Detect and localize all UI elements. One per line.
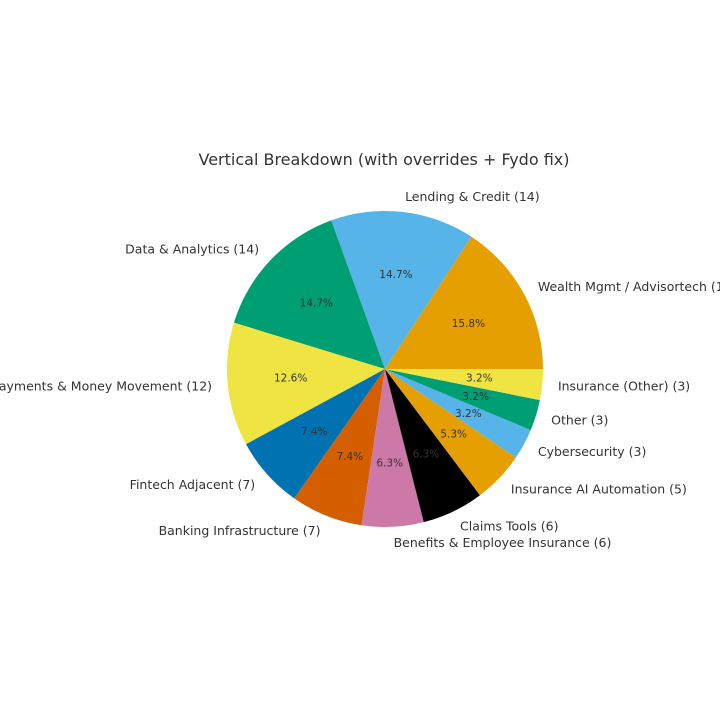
pie-slice <box>227 322 385 445</box>
pie-slice <box>385 369 531 458</box>
slice-category-label: Wealth Mgmt / Advisortech (15) <box>538 279 720 294</box>
slice-category-label: Insurance AI Automation (5) <box>511 481 687 496</box>
pie-slice <box>385 369 516 496</box>
pie-slice-labels: Wealth Mgmt / Advisortech (15) Lending & … <box>0 189 720 550</box>
slice-percent-label: 14.7% <box>300 298 333 310</box>
slice-category-label: Cybersecurity (3) <box>538 444 646 459</box>
slice-percent-label: 12.6% <box>274 372 307 384</box>
pie-slice <box>385 236 543 369</box>
pie-slices <box>227 211 543 527</box>
slice-percent-label: 6.3% <box>413 449 440 461</box>
pie-slice <box>361 369 424 527</box>
slice-category-label: Fintech Adjacent (7) <box>130 477 256 492</box>
pie-slice <box>385 369 540 431</box>
pie-slice <box>385 369 543 401</box>
pie-slice <box>246 369 385 499</box>
slice-category-label: Claims Tools (6) <box>460 518 558 533</box>
slice-percent-label: 3.2% <box>466 372 493 384</box>
slice-percent-label: 6.3% <box>376 458 403 470</box>
slice-category-label: Lending & Credit (14) <box>405 189 540 204</box>
pie-slice <box>294 369 385 526</box>
slice-category-label: Data & Analytics (14) <box>125 242 259 257</box>
slice-percent-label: 7.4% <box>301 426 328 438</box>
chart-title: Vertical Breakdown (with overrides + Fyd… <box>199 150 570 169</box>
slice-percent-label: 14.7% <box>379 269 412 281</box>
slice-category-label: Insurance (Other) (3) <box>558 379 690 394</box>
pie-slice <box>385 369 480 523</box>
pie-slice <box>331 211 472 369</box>
pie-slice <box>233 220 385 369</box>
slice-category-label: Benefits & Employee Insurance (6) <box>394 535 612 550</box>
slice-category-label: Other (3) <box>551 412 608 427</box>
slice-percent-label: 5.3% <box>440 428 467 440</box>
slice-percent-label: 3.2% <box>462 391 489 403</box>
pie-percent-labels: 15.8%14.7%14.7%12.6%7.4%7.4%6.3%6.3%5.3%… <box>274 269 493 470</box>
slice-percent-label: 7.4% <box>336 451 363 463</box>
slice-category-label: Payments & Money Movement (12) <box>0 379 212 394</box>
slice-percent-label: 15.8% <box>452 318 485 330</box>
slice-category-label: Banking Infrastructure (7) <box>159 523 321 538</box>
slice-percent-label: 3.2% <box>455 408 482 420</box>
